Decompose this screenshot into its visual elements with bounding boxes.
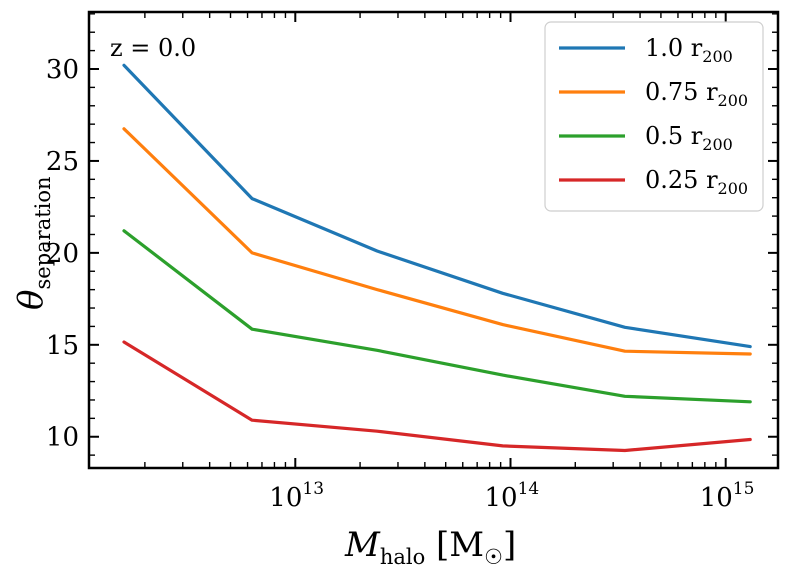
legend-label-main: 1.0 r: [645, 34, 703, 62]
y-axis-title-main: θ: [11, 290, 51, 310]
series-line: [122, 63, 752, 349]
y-tick-label: 15: [46, 331, 79, 361]
legend-label-main: 0.75 r: [645, 78, 718, 106]
legend-label: 0.25 r200: [645, 166, 748, 198]
x-axis-unit-close: ]: [503, 525, 516, 565]
series-line: [122, 127, 752, 356]
legend-label-sub: 200: [702, 47, 733, 66]
x-axis-title-main: M: [344, 525, 381, 565]
x-tick-label-exponent: 14: [518, 479, 540, 499]
y-axis-title: θseparation: [11, 176, 55, 310]
legend-label-main: 0.25 r: [645, 166, 718, 194]
legend-label-sub: 200: [718, 91, 749, 110]
legend-label-main: 0.5 r: [645, 122, 703, 150]
x-tick-label: 1013: [269, 479, 324, 513]
legend-label: 1.0 r200: [645, 34, 733, 66]
x-axis-unit-symbol: ☉: [484, 545, 503, 569]
x-tick-label-exponent: 13: [302, 479, 324, 499]
x-tick-label-exponent: 15: [733, 479, 755, 499]
x-axis-unit-open: [M: [436, 525, 484, 565]
x-tick-label: 1014: [484, 479, 539, 513]
series-layer: [122, 63, 752, 453]
x-axis-title-space: [425, 525, 436, 565]
legend-label: 0.5 r200: [645, 122, 733, 154]
y-tick-label: 25: [46, 147, 79, 177]
x-tick-label-base: 10: [700, 483, 733, 513]
x-axis-title-sub: halo: [380, 545, 425, 569]
plot-frame: [87, 10, 780, 470]
annotation-redshift: z = 0.0: [110, 34, 196, 62]
x-tick-label-base: 10: [269, 483, 302, 513]
legend-label: 0.75 r200: [645, 78, 748, 110]
series-line: [122, 229, 752, 404]
legend-label-sub: 200: [702, 135, 733, 154]
legend-label-sub: 200: [718, 179, 749, 198]
x-tick-label: 1015: [700, 479, 755, 513]
series-line: [122, 340, 752, 453]
y-tick-label: 20: [46, 239, 79, 269]
y-tick-label: 30: [46, 55, 79, 85]
y-axis-title-sub: separation: [31, 176, 55, 289]
legend-box: [544, 21, 764, 212]
x-axis-title: Mhalo [M☉]: [344, 525, 516, 569]
x-tick-label-base: 10: [484, 483, 517, 513]
y-tick-label: 10: [46, 423, 79, 453]
